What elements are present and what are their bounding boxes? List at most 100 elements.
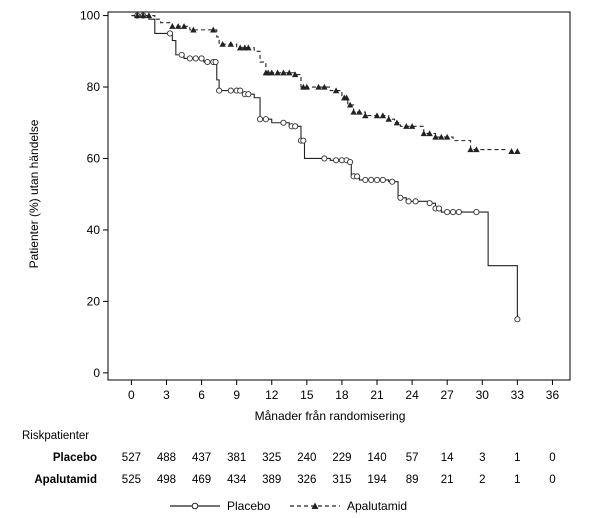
censor-marker-apalutamid [332,87,340,94]
censor-marker-placebo [444,209,451,216]
censor-marker-placebo [198,55,205,62]
y-tick-label: 20 [87,294,101,308]
censor-marker-apalutamid [227,40,235,47]
censor-marker-placebo [354,173,361,180]
censor-marker-apalutamid [343,94,350,101]
censor-marker-apalutamid [362,112,369,119]
censor-marker-apalutamid [274,69,281,76]
censor-marker-placebo [321,155,328,162]
censor-marker-apalutamid [393,119,401,126]
legend-marker-apalutamid [311,502,319,509]
risk-cell-placebo: 437 [192,452,211,464]
censor-marker-placebo [237,87,244,94]
y-tick-label: 40 [87,223,101,237]
censor-marker-placebo [397,194,404,201]
censor-marker-apalutamid [245,44,252,51]
series-line-apalutamid [131,15,507,152]
censor-marker-apalutamid [145,12,153,19]
censor-marker-apalutamid [236,44,244,51]
censor-marker-apalutamid [514,148,521,154]
y-axis-label: Patienter (%) utan händelse [27,119,41,268]
risk-row-label-placebo: Placebo [53,452,97,464]
censor-marker-placebo [300,137,307,144]
censor-marker-apalutamid [443,133,451,140]
censor-marker-placebo [389,178,396,185]
censor-marker-placebo [292,123,299,130]
risk-cell-apalutamid: 434 [227,474,247,486]
y-tick-label: 80 [87,80,101,94]
censor-marker-placebo [216,87,223,94]
censor-marker-apalutamid [303,83,311,90]
censor-marker-placebo [192,55,199,62]
censor-marker-apalutamid [268,69,275,76]
risk-cell-placebo: 57 [406,452,419,464]
risk-cell-placebo: 325 [262,452,281,464]
risk-cell-apalutamid: 315 [332,474,351,486]
risk-cell-apalutamid: 194 [367,474,387,486]
y-tick-label: 60 [87,151,101,165]
legend: Placebo Apalutamid [170,499,407,513]
x-tick-label: 30 [476,388,490,402]
risk-cell-placebo: 527 [122,452,141,464]
censor-marker-placebo [368,176,375,183]
censor-marker-placebo [473,209,480,216]
x-tick-label: 3 [163,388,170,402]
risk-cell-placebo: 0 [549,452,555,464]
risk-cell-apalutamid: 2 [479,474,485,486]
x-tick-label: 33 [511,388,525,402]
censor-marker-apalutamid [385,115,392,122]
censor-marker-apalutamid [180,23,188,29]
censor-marker-apalutamid [286,69,293,76]
censor-marker-apalutamid [373,112,381,119]
censor-marker-apalutamid [315,83,322,90]
censor-marker-apalutamid [420,130,427,137]
censor-marker-placebo [257,116,264,123]
risk-row-label-apalutamid: Apalutamid [34,474,97,486]
censor-marker-apalutamid [174,23,182,29]
censor-marker-placebo [426,200,433,207]
censor-marker-placebo [455,209,462,216]
risk-cell-placebo: 3 [479,452,485,464]
y-tick-label: 0 [93,366,100,380]
risk-cell-placebo: 381 [227,452,246,464]
censor-marker-apalutamid [432,133,439,140]
censor-marker-placebo [280,119,287,126]
censor-marker-placebo [178,51,185,58]
censor-marker-placebo [405,198,412,205]
x-tick-label: 27 [441,388,455,402]
censor-marker-placebo [362,176,369,183]
x-tick-label: 24 [405,388,419,402]
censor-marker-placebo [435,205,443,212]
censor-marker-placebo [412,198,419,205]
x-tick-label: 18 [335,388,349,402]
x-tick-label: 12 [265,388,279,402]
risk-cell-apalutamid: 389 [262,474,281,486]
censor-marker-apalutamid [467,146,474,153]
censor-marker-placebo [166,30,174,37]
censor-marker-apalutamid [438,133,445,140]
censor-marker-apalutamid [346,101,354,108]
risk-cell-apalutamid: 525 [122,474,141,486]
censor-marker-placebo [449,209,457,216]
censor-marker-apalutamid [321,83,328,90]
censor-marker-apalutamid [139,12,147,19]
censor-marker-placebo [227,87,234,94]
censor-marker-apalutamid [426,130,433,137]
censor-marker-placebo [212,58,219,66]
censor-marker-placebo [245,91,252,98]
censor-marker-apalutamid [134,12,141,19]
x-tick-label: 21 [370,388,384,402]
censor-marker-apalutamid [356,108,363,115]
x-tick-label: 9 [233,388,240,402]
risk-cell-apalutamid: 89 [406,474,419,486]
risk-cell-placebo: 229 [332,452,351,464]
y-tick-label: 100 [80,9,100,23]
censor-marker-placebo [514,316,521,323]
censor-marker-apalutamid [508,148,515,154]
x-tick-label: 15 [300,388,314,402]
censor-marker-placebo [262,116,269,123]
censor-marker-apalutamid [408,123,416,129]
x-tick-label: 36 [546,388,560,402]
x-axis-label: Månader från randomisering [255,409,406,423]
